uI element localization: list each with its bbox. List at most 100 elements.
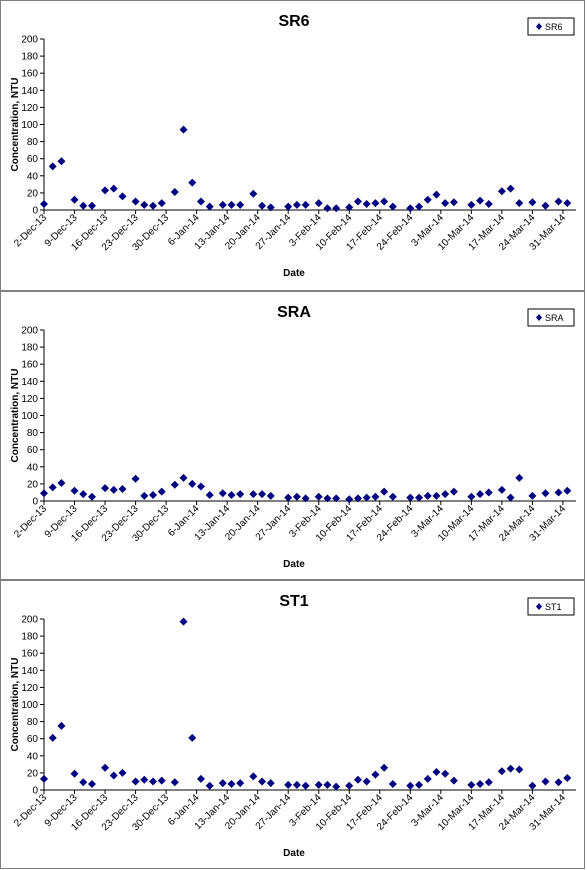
data-point xyxy=(415,780,424,789)
y-tick-label: 0 xyxy=(32,786,38,797)
chart-svg: SRA0204060801001201401601802002-Dec-139-… xyxy=(10,304,576,570)
data-point xyxy=(515,765,524,774)
legend: SR6 xyxy=(527,17,575,36)
y-tick-label: 100 xyxy=(21,411,38,422)
data-point xyxy=(467,780,476,789)
data-point xyxy=(40,774,48,783)
data-point xyxy=(266,203,275,212)
data-point xyxy=(406,204,415,213)
data-point xyxy=(362,200,371,209)
data-point xyxy=(332,782,341,791)
data-point xyxy=(179,473,188,482)
legend-box xyxy=(527,17,575,36)
data-point xyxy=(467,200,476,209)
data-point xyxy=(484,778,493,787)
x-axis-title: Date xyxy=(283,268,305,279)
data-point xyxy=(131,474,140,483)
data-point xyxy=(140,200,149,209)
data-point xyxy=(449,198,458,207)
data-point xyxy=(109,771,118,780)
legend-label: SR6 xyxy=(545,22,563,32)
data-point xyxy=(528,781,537,790)
data-point xyxy=(476,780,485,789)
y-tick-label: 20 xyxy=(27,188,39,199)
data-point xyxy=(345,203,354,212)
y-tick-label: 120 xyxy=(21,394,38,405)
data-point xyxy=(362,493,371,502)
data-point xyxy=(140,491,149,500)
data-point xyxy=(57,721,66,730)
data-point xyxy=(292,492,301,501)
data-point xyxy=(345,495,354,504)
data-point xyxy=(118,192,127,201)
data-point xyxy=(87,780,96,789)
y-axis-title: Concentration, NTU xyxy=(10,78,21,172)
y-tick-label: 180 xyxy=(21,52,38,63)
data-point xyxy=(528,198,537,207)
data-point xyxy=(258,201,267,210)
y-tick-label: 40 xyxy=(27,751,39,762)
data-point xyxy=(266,779,275,788)
legend: SRA xyxy=(527,308,575,327)
chart-panel-sra: SRA 0 20 40 60 80 100 120 140 160 180 200 2-Dec-13 9-… xyxy=(0,291,585,580)
data-point xyxy=(467,492,476,501)
y-tick-label: 20 xyxy=(27,479,39,490)
y-tick-label: 80 xyxy=(27,717,39,728)
data-point xyxy=(196,197,205,206)
data-point xyxy=(79,490,88,499)
data-point xyxy=(301,781,310,790)
data-point xyxy=(353,197,362,206)
data-point xyxy=(423,491,432,500)
data-point xyxy=(188,479,197,488)
data-point xyxy=(131,777,140,786)
data-point xyxy=(380,763,389,772)
chart-title: SRA xyxy=(277,304,311,321)
data-point xyxy=(292,780,301,789)
data-point xyxy=(40,200,48,209)
data-point xyxy=(388,202,397,211)
data-point xyxy=(57,479,66,488)
data-point xyxy=(432,491,441,500)
data-point xyxy=(70,486,79,495)
data-point xyxy=(406,493,415,502)
data-point xyxy=(101,186,110,195)
y-tick-label: 140 xyxy=(21,377,38,388)
y-tick-label: 120 xyxy=(21,683,38,694)
data-point xyxy=(131,197,140,206)
data-point xyxy=(563,486,572,495)
data-point xyxy=(188,733,197,742)
data-point xyxy=(101,484,110,493)
legend-label: ST1 xyxy=(545,602,562,612)
data-point xyxy=(179,125,188,134)
data-point xyxy=(484,200,493,209)
data-point xyxy=(497,187,506,196)
data-point xyxy=(506,493,515,502)
data-point xyxy=(48,733,57,742)
data-point xyxy=(449,776,458,785)
data-point xyxy=(554,197,563,206)
y-tick-label: 80 xyxy=(27,137,39,148)
data-point xyxy=(323,204,332,213)
chart-svg: ST10204060801001201401601802002-Dec-139-… xyxy=(10,593,576,859)
data-point xyxy=(441,490,450,499)
y-tick-label: 60 xyxy=(27,154,39,165)
data-point xyxy=(292,200,301,209)
data-point xyxy=(284,780,293,789)
data-point xyxy=(441,199,450,208)
legend-marker xyxy=(536,23,542,30)
data-point xyxy=(323,780,332,789)
data-point xyxy=(332,204,341,213)
data-point xyxy=(432,190,441,199)
chart-panel-sr6: SR6 0 20 40 60 80 100 120 140 160 180 200 2-Dec-13 9-… xyxy=(0,0,585,291)
data-point xyxy=(371,199,380,208)
data-point xyxy=(301,200,310,209)
y-tick-label: 120 xyxy=(21,103,38,114)
data-point xyxy=(415,493,424,502)
data-point xyxy=(284,493,293,502)
data-point xyxy=(205,781,214,790)
y-axis-title: Concentration, NTU xyxy=(10,658,21,752)
data-point xyxy=(497,485,506,494)
data-point xyxy=(554,488,563,497)
chart-title: ST1 xyxy=(279,593,308,610)
y-tick-label: 60 xyxy=(27,734,39,745)
